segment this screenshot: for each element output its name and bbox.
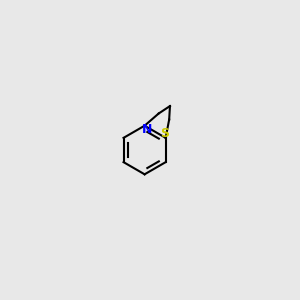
- Text: S: S: [160, 127, 169, 140]
- Text: N: N: [142, 123, 152, 136]
